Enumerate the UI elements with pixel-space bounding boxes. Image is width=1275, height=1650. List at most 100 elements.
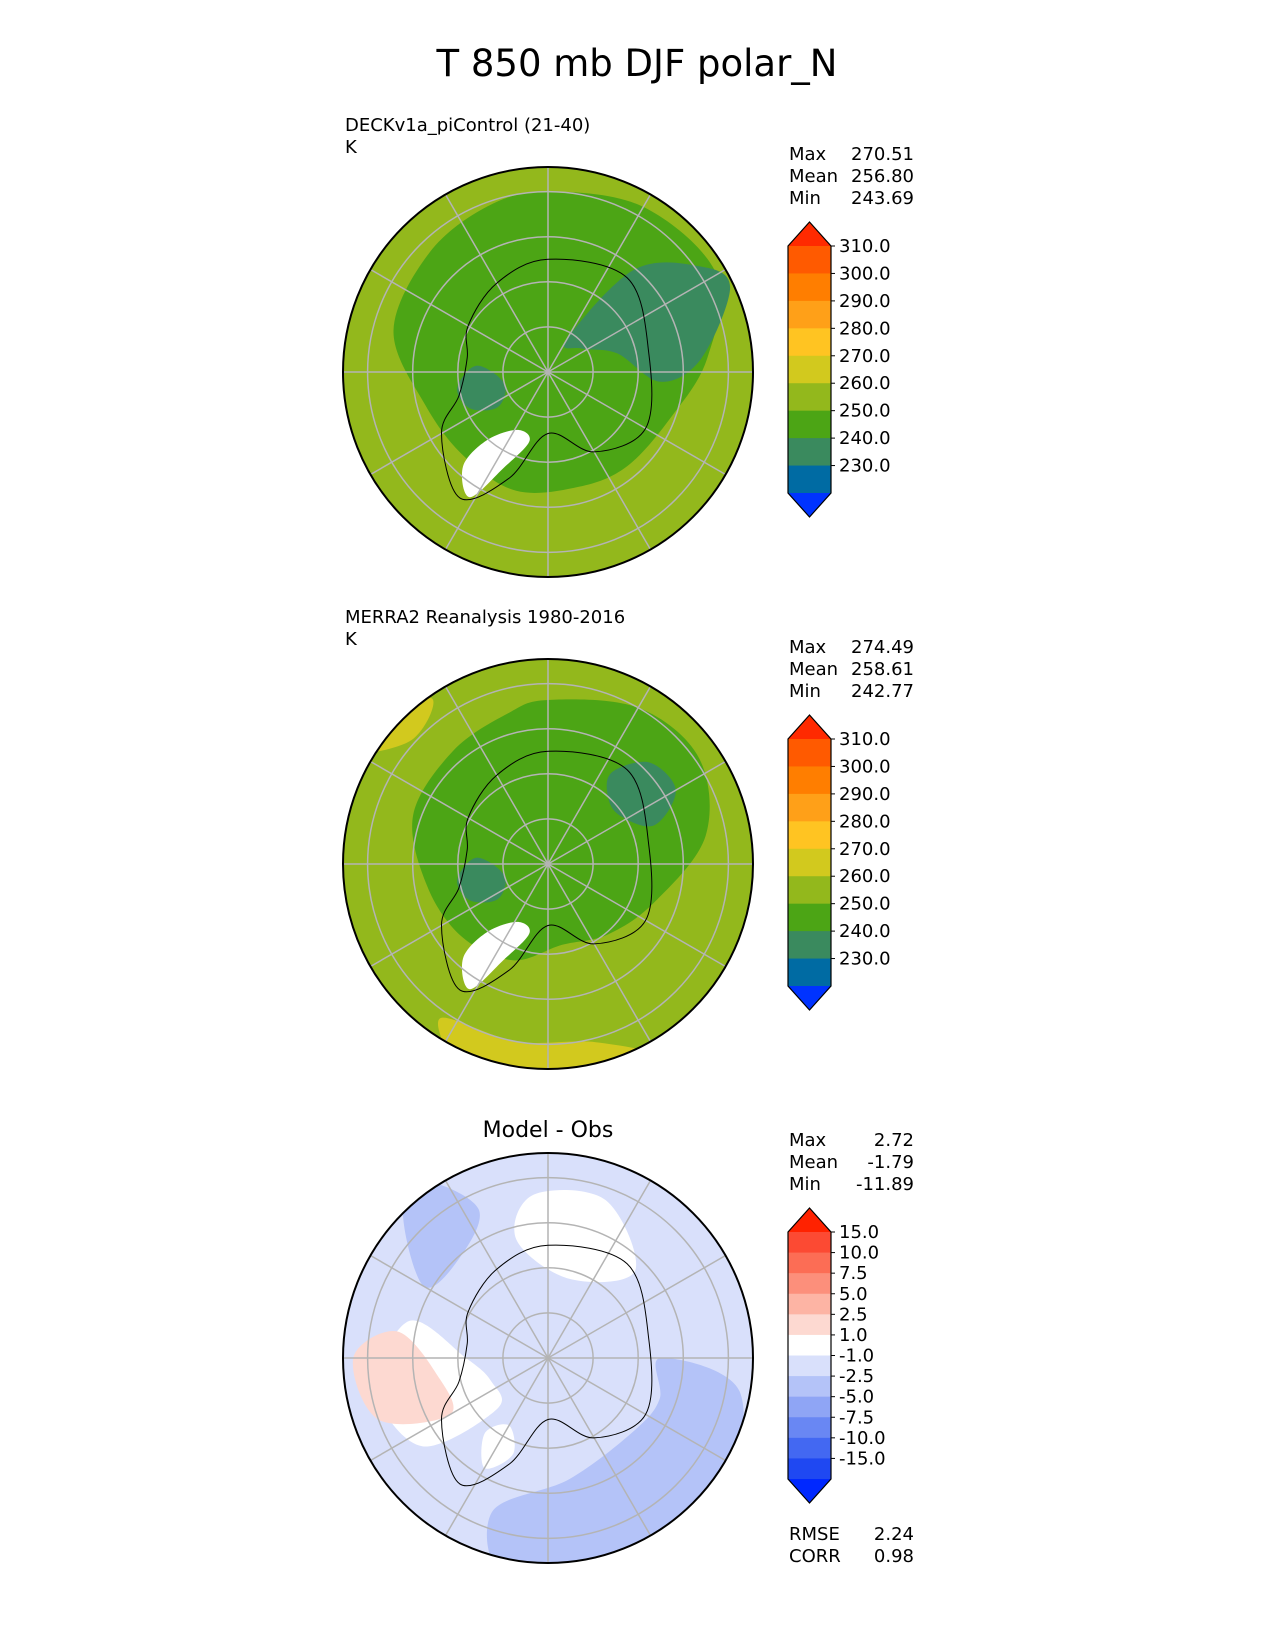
stat-label: RMSE: [789, 1524, 840, 1545]
stat-label: Min: [789, 1174, 821, 1195]
map-boundary: [342, 658, 754, 1070]
colorbar-tick-label: 310.0: [839, 729, 891, 750]
stat-value: 243.69: [851, 188, 914, 209]
field-250-260: [393, 191, 721, 493]
colorbar-segment: [788, 246, 831, 274]
colorbar-segment: [788, 793, 831, 822]
colorbar-tick-label: -2.5: [839, 1366, 874, 1387]
colorbar-segment: [788, 876, 831, 905]
field-240-250: [457, 365, 506, 411]
panel-obs-colorbar: 310.0 300.0 290.0 280.0 270.0 260.0 250.0 240.0…: [787, 714, 891, 1011]
colorbar-segment: [788, 958, 831, 987]
colorbar-segment: [788, 273, 831, 302]
colorbar-tick-label: -1.0: [839, 1346, 874, 1367]
colorbar-segment: [788, 1396, 831, 1418]
stat-value: 242.77: [851, 681, 914, 702]
colorbar-tick-label: 260.0: [839, 373, 891, 394]
colorbar-tick-label: 270.0: [839, 346, 891, 367]
stat-value: 2.72: [874, 1130, 914, 1151]
colorbar-extend-bottom: [788, 493, 831, 517]
stat-value: 274.49: [851, 637, 914, 658]
colorbar-tick-label: 300.0: [839, 263, 891, 284]
colorbar-tick-label: 230.0: [839, 456, 891, 477]
map-boundary: [342, 1152, 754, 1564]
stat-label: Max: [789, 144, 827, 165]
colorbar-extend-top: [788, 222, 831, 246]
colorbar-segment: [788, 410, 831, 439]
stat-label: Mean: [789, 659, 838, 680]
field-240-250: [457, 857, 506, 903]
panel-diff: Model - Obs Max 2.72 Mean -1.79 Min -11.89 15…: [342, 1118, 914, 1567]
stat-value: 0.98: [874, 1546, 914, 1567]
panel-diff-header: Model - Obs: [483, 1118, 614, 1143]
colorbar-tick-label: 250.0: [839, 894, 891, 915]
colorbar-segment: [788, 1273, 831, 1295]
colorbar-segment: [788, 1458, 831, 1480]
stat-value: 258.61: [851, 659, 914, 680]
panel-obs-units: K: [345, 629, 358, 650]
coastlines: [440, 1244, 653, 1487]
stat-label: CORR: [789, 1546, 841, 1567]
coastline: [440, 1244, 653, 1487]
colorbar-tick-label: 280.0: [839, 811, 891, 832]
panel-model-header: DECKv1a_piControl (21-40): [345, 115, 590, 136]
colorbar-segment: [788, 903, 831, 932]
panel-model: DECKv1a_piControl (21-40) K Max 270.51 Mea…: [342, 115, 914, 578]
colorbar-extend-bottom: [788, 1479, 831, 1503]
colorbar-outline: [787, 714, 832, 1011]
panel-diff-extra-stats: RMSE 2.24 CORR 0.98: [789, 1524, 914, 1567]
colorbar-segment: [788, 1334, 831, 1356]
stat-value: 256.80: [851, 166, 914, 187]
colorbar-segment: [788, 848, 831, 877]
colorbar-segment: [788, 465, 831, 494]
map-field: [343, 1153, 753, 1563]
colorbar-tick-label: -7.5: [839, 1407, 874, 1428]
colorbar-outline: [787, 221, 832, 518]
coastlines: [440, 258, 653, 501]
colorbar-tick-label: 270.0: [839, 839, 891, 860]
panel-obs-stats: Max 274.49 Mean 258.61 Min 242.77: [789, 637, 914, 702]
colorbar-outline: [787, 1207, 832, 1504]
map-boundary: [342, 166, 754, 578]
colorbar-segment: [788, 383, 831, 412]
coastlines: [440, 750, 653, 993]
field-240-250: [606, 761, 676, 827]
panel-diff-colorbar: 15.010.07.55.02.51.0-1.0-2.5-5.0-7.5-10.…: [787, 1207, 886, 1504]
colorbar-tick-label: 310.0: [839, 236, 891, 257]
colorbar-tick-label: 15.0: [839, 1222, 879, 1243]
colorbar-segment: [788, 1293, 831, 1315]
colorbar-tick-label: 5.0: [839, 1284, 868, 1305]
stat-value: -11.89: [856, 1174, 914, 1195]
colorbar-segment: [788, 1417, 831, 1439]
stat-label: Mean: [789, 1152, 838, 1173]
map-field: [343, 659, 753, 1069]
panel-obs: MERRA2 Reanalysis 1980-2016 K Max 274.49M…: [342, 607, 914, 1070]
colorbar-tick-label: 300.0: [839, 756, 891, 777]
colorbar-segment: [788, 739, 831, 767]
colorbar-segment: [788, 766, 831, 795]
colorbar-segment: [788, 1252, 831, 1274]
colorbar-segment: [788, 300, 831, 329]
panel-model-map: [342, 166, 754, 578]
figure-title: T 850 mb DJF polar_N: [436, 42, 838, 85]
colorbar-segment: [788, 931, 831, 960]
colorbar-tick-label: 7.5: [839, 1263, 868, 1284]
field-240-250: [563, 262, 731, 382]
colorbar-tick-label: 2.5: [839, 1304, 868, 1325]
colorbar-tick-label: 10.0: [839, 1243, 879, 1264]
colorbar-tick-label: 240.0: [839, 428, 891, 449]
stat-value: 270.51: [851, 144, 914, 165]
graticule: [343, 167, 753, 577]
field-plus1: [352, 1330, 454, 1425]
colorbar-tick-label: -10.0: [839, 1428, 886, 1449]
panel-obs-map: [342, 658, 754, 1070]
colorbar-tick-label: 260.0: [839, 866, 891, 887]
coastline: [440, 750, 653, 993]
panel-diff-map: [342, 1152, 754, 1564]
panel-model-colorbar: 310.0 300.0 290.0 280.0 270.0 260.0 250.0 240.0…: [787, 221, 891, 518]
colorbar-extend-bottom: [788, 986, 831, 1010]
colorbar-segment: [788, 1232, 831, 1254]
colorbar-extend-top: [788, 1208, 831, 1232]
colorbar-tick-label: 240.0: [839, 921, 891, 942]
